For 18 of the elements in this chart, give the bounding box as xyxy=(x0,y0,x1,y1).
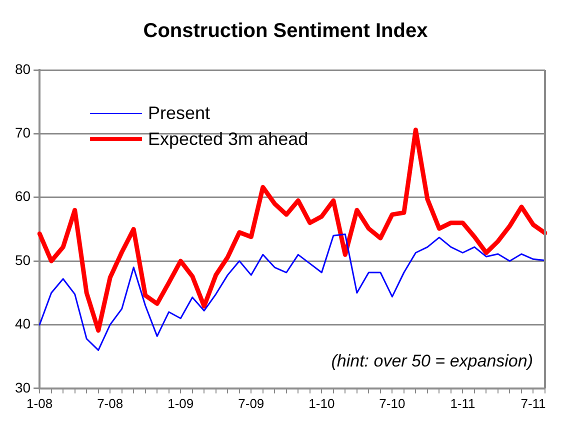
y-tick-label: 80 xyxy=(14,60,31,77)
chart-title: Construction Sentiment Index xyxy=(142,20,429,43)
x-tick-label: 7-10 xyxy=(379,396,406,411)
x-tick-label: 1-08 xyxy=(26,396,53,411)
annotation: (hint: over 50 = expansion) xyxy=(331,351,533,370)
legend-label: Expected 3m ahead xyxy=(148,128,308,150)
y-tick-label: 60 xyxy=(14,188,31,204)
x-tick-label: 7-08 xyxy=(97,396,124,411)
x-tick-label: 7-09 xyxy=(238,396,264,411)
y-tick-label: 50 xyxy=(14,252,31,268)
x-tick-label: 7-11 xyxy=(520,396,546,411)
x-tick-label: 1-09 xyxy=(168,396,194,411)
y-tick-label: 70 xyxy=(14,124,31,141)
y-tick-label: 40 xyxy=(14,316,31,332)
x-tick-label: 1-10 xyxy=(308,396,335,411)
x-tick-label: 1-11 xyxy=(450,396,476,411)
y-tick-label: 30 xyxy=(14,379,31,396)
legend-label: Present xyxy=(148,102,210,124)
